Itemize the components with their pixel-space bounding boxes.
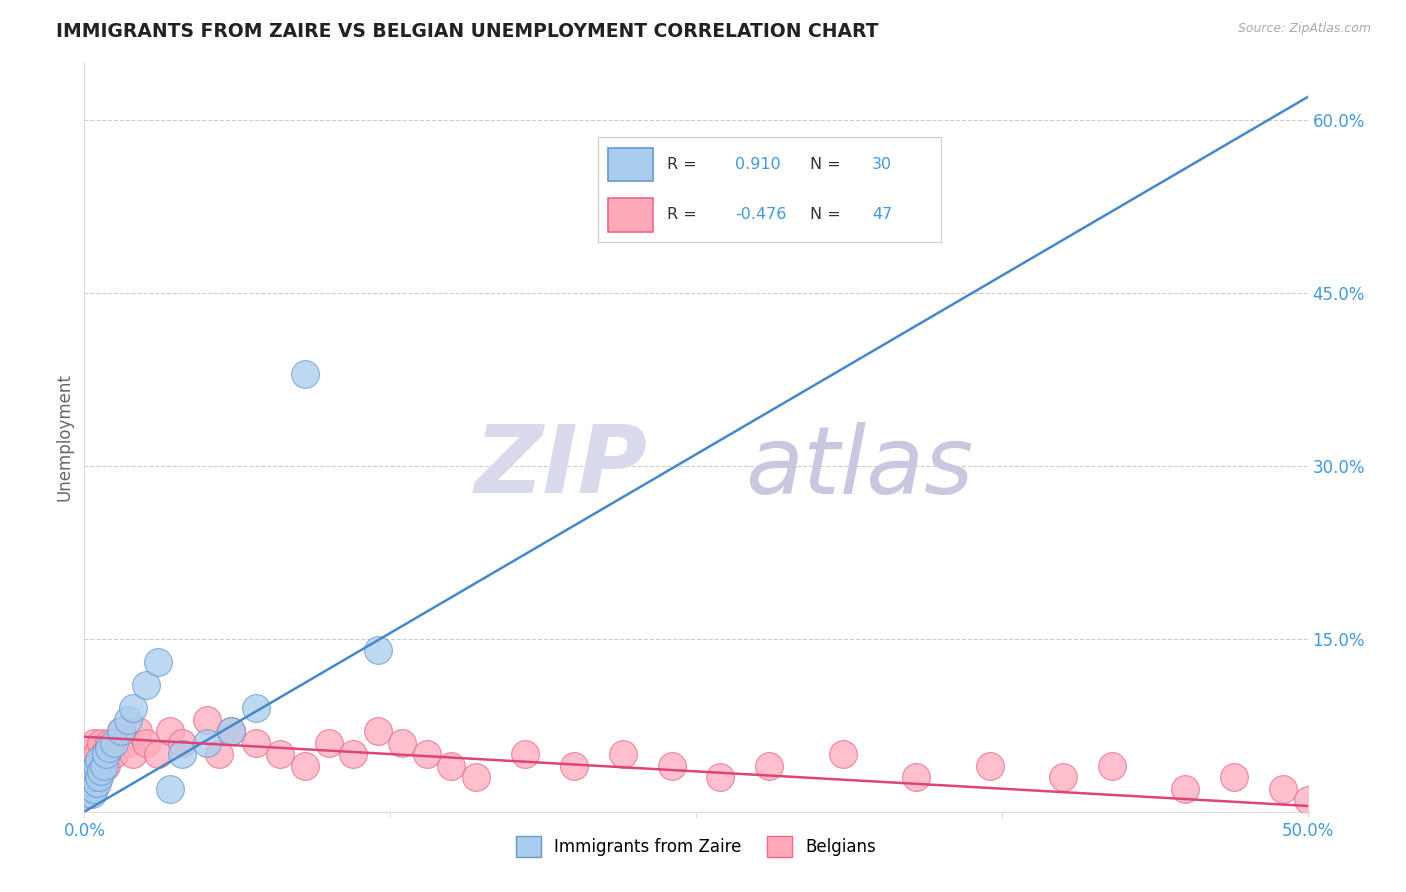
- Point: [135, 678, 157, 692]
- Point: [87, 753, 110, 767]
- Point: [562, 758, 585, 772]
- Legend: Immigrants from Zaire, Belgians: Immigrants from Zaire, Belgians: [509, 830, 883, 863]
- Point: [103, 735, 125, 749]
- Point: [87, 758, 110, 772]
- Text: IMMIGRANTS FROM ZAIRE VS BELGIAN UNEMPLOYMENT CORRELATION CHART: IMMIGRANTS FROM ZAIRE VS BELGIAN UNEMPLO…: [56, 22, 879, 41]
- Point: [122, 747, 145, 761]
- Point: [93, 747, 115, 761]
- Point: [97, 741, 120, 756]
- Point: [80, 764, 103, 779]
- Point: [440, 758, 463, 772]
- Point: [96, 758, 118, 772]
- Point: [117, 713, 139, 727]
- Text: ZIP: ZIP: [474, 421, 647, 513]
- Point: [103, 747, 125, 761]
- Text: atlas: atlas: [745, 422, 973, 513]
- Point: [122, 701, 145, 715]
- Point: [86, 747, 108, 761]
- Point: [1174, 781, 1197, 796]
- Point: [208, 747, 231, 761]
- Point: [172, 735, 194, 749]
- Point: [86, 776, 108, 790]
- Point: [245, 701, 267, 715]
- Point: [76, 776, 98, 790]
- Point: [117, 735, 139, 749]
- Point: [110, 724, 132, 739]
- Point: [195, 735, 218, 749]
- Point: [269, 747, 291, 761]
- Point: [1052, 770, 1074, 784]
- Point: [159, 781, 181, 796]
- Point: [905, 770, 928, 784]
- Point: [979, 758, 1001, 772]
- Point: [96, 747, 118, 761]
- Point: [80, 776, 103, 790]
- Point: [80, 758, 103, 772]
- Point: [1296, 793, 1319, 807]
- Point: [245, 735, 267, 749]
- Point: [83, 781, 105, 796]
- Point: [612, 747, 634, 761]
- Text: Source: ZipAtlas.com: Source: ZipAtlas.com: [1237, 22, 1371, 36]
- Point: [80, 788, 103, 802]
- Y-axis label: Unemployment: Unemployment: [55, 373, 73, 501]
- Point: [77, 781, 100, 796]
- Point: [146, 655, 169, 669]
- Point: [1223, 770, 1246, 784]
- Point: [77, 747, 100, 761]
- Point: [342, 747, 364, 761]
- Point: [90, 764, 112, 779]
- Point: [367, 643, 389, 657]
- Point: [93, 758, 115, 772]
- Point: [1101, 758, 1123, 772]
- Point: [87, 770, 110, 784]
- Point: [83, 735, 105, 749]
- Point: [97, 735, 120, 749]
- Point: [159, 724, 181, 739]
- Point: [146, 747, 169, 761]
- Point: [76, 758, 98, 772]
- Point: [661, 758, 683, 772]
- Point: [219, 724, 242, 739]
- Point: [391, 735, 413, 749]
- Point: [127, 724, 149, 739]
- Point: [758, 758, 780, 772]
- Point: [1272, 781, 1295, 796]
- Point: [76, 788, 98, 802]
- Point: [416, 747, 439, 761]
- Point: [172, 747, 194, 761]
- Point: [77, 770, 100, 784]
- Point: [294, 758, 316, 772]
- Point: [83, 770, 105, 784]
- Point: [709, 770, 731, 784]
- Point: [367, 724, 389, 739]
- Point: [318, 735, 340, 749]
- Point: [110, 724, 132, 739]
- Point: [86, 758, 108, 772]
- Point: [831, 747, 853, 761]
- Point: [294, 367, 316, 381]
- Point: [464, 770, 486, 784]
- Point: [135, 735, 157, 749]
- Point: [513, 747, 536, 761]
- Point: [195, 713, 218, 727]
- Point: [219, 724, 242, 739]
- Point: [90, 735, 112, 749]
